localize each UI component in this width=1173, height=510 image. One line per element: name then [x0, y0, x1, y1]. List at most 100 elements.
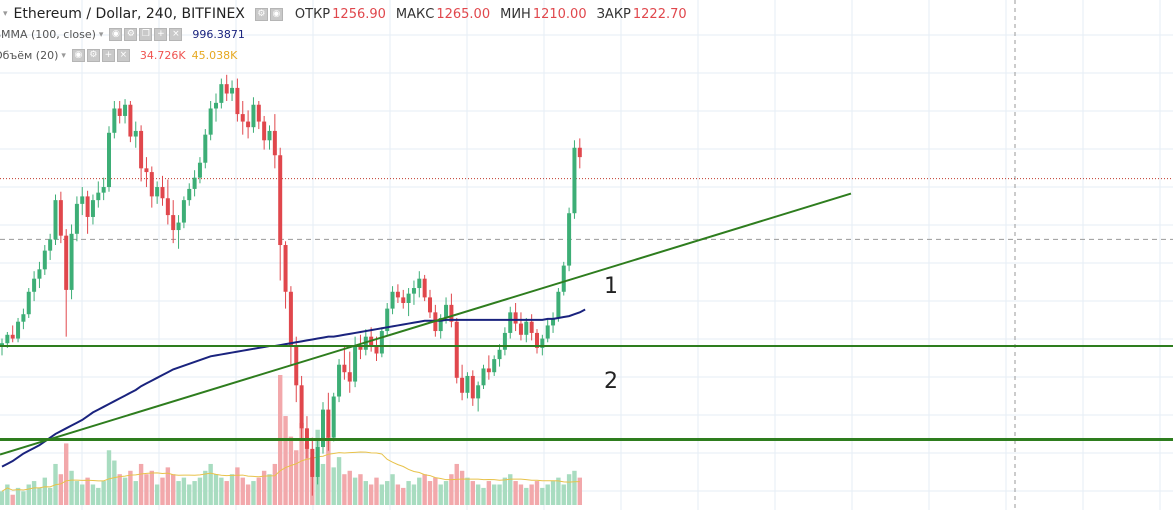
volume-bar: [513, 481, 518, 505]
volume-bar: [401, 487, 406, 505]
volume-bar: [481, 487, 486, 505]
candle-body: [411, 288, 416, 294]
candle-body: [513, 312, 518, 324]
volume-bar: [160, 477, 165, 505]
candle-body: [315, 447, 320, 477]
volume-bar: [326, 436, 331, 505]
volume-bar: [37, 487, 42, 505]
add-icon[interactable]: +: [154, 28, 168, 41]
chevron-down-icon[interactable]: ▾: [61, 50, 66, 61]
volume-bar: [379, 484, 385, 505]
candle-body: [101, 187, 106, 193]
ohlc-high-label: МАКС: [395, 6, 435, 22]
candle-body: [48, 239, 53, 251]
volume-bar: [240, 477, 245, 505]
candle-body: [347, 372, 352, 382]
volume-bar: [342, 474, 347, 505]
candle-body: [321, 409, 325, 448]
volume-bar: [251, 481, 256, 505]
volume-bar: [406, 481, 411, 505]
candle-body: [524, 321, 529, 335]
candle-body: [492, 359, 497, 373]
candle-body: [251, 104, 256, 128]
level-1-label: 1: [604, 274, 618, 299]
volume-bar: [197, 477, 203, 505]
candle-body: [294, 346, 299, 386]
volume-bar: [58, 474, 64, 505]
volume-bar: [208, 463, 213, 505]
candle-body: [508, 312, 513, 333]
eye-icon[interactable]: ◉: [269, 7, 283, 21]
candle-body: [96, 192, 101, 201]
volume-bar: [524, 487, 529, 505]
volume-bar: [331, 467, 336, 505]
volume-bar: [283, 416, 288, 505]
settings-icon[interactable]: ⚙: [86, 49, 100, 62]
candle-body: [310, 448, 315, 477]
candle-body: [545, 325, 550, 339]
chevron-icon[interactable]: ▾: [3, 9, 8, 19]
close-icon[interactable]: ×: [116, 49, 130, 62]
candle-body: [326, 409, 331, 438]
candle-body: [5, 334, 10, 344]
candle-body: [197, 162, 202, 178]
candle-body: [139, 130, 144, 169]
volume-bar: [534, 481, 540, 505]
add-icon[interactable]: +: [101, 49, 115, 62]
volume-bar: [320, 463, 326, 505]
candle-body: [219, 84, 224, 103]
candle-body: [32, 278, 37, 292]
volume-bar: [486, 481, 492, 505]
volume-bar: [47, 487, 53, 505]
ohlc-open-value: 1256.90: [332, 6, 386, 22]
candle-body: [572, 147, 577, 214]
eye-icon[interactable]: ◉: [71, 49, 85, 62]
volume-bar: [449, 474, 454, 505]
candle-body: [171, 215, 176, 231]
candle-body: [529, 321, 534, 333]
copy-icon[interactable]: ❐: [139, 28, 153, 41]
eye-icon[interactable]: ◉: [109, 28, 123, 41]
close-icon[interactable]: ×: [169, 28, 183, 41]
candle-body: [144, 168, 149, 173]
candle-body: [117, 108, 122, 116]
candle-body: [267, 130, 272, 141]
volume-bar: [390, 474, 395, 505]
candle-body: [80, 196, 85, 204]
volume-bar: [272, 463, 278, 505]
ohlc-open-label: ОТКР: [294, 6, 331, 22]
settings-icon[interactable]: ⚙: [124, 28, 138, 41]
symbol-title: Ethereum / Dollar, 240, BITFINEX: [13, 6, 245, 22]
smma-value: 996.3871: [192, 28, 245, 41]
volume-bar: [288, 436, 294, 505]
candle-body: [465, 375, 470, 393]
candle-body: [176, 222, 181, 231]
volume-bar: [497, 484, 502, 505]
candle-body: [42, 250, 47, 270]
candle-body: [497, 349, 502, 360]
candle-body: [214, 102, 218, 109]
volume-bar: [69, 470, 74, 505]
candle-body: [192, 177, 197, 189]
candle-body: [540, 338, 545, 348]
volume-bar: [518, 484, 524, 505]
volume-bar: [112, 460, 117, 505]
volume-bar: [556, 477, 561, 505]
candle-body: [10, 334, 15, 339]
candle-body: [577, 147, 582, 158]
candle-body: [385, 308, 390, 332]
candle-body: [203, 134, 208, 163]
volume-value: 34.726K: [139, 49, 186, 62]
candle-body: [123, 104, 128, 116]
candle-body: [64, 235, 69, 290]
volume-bar: [256, 477, 261, 505]
volume-bar: [245, 484, 251, 505]
settings-icon[interactable]: ⚙: [254, 7, 268, 21]
volume-bar: [154, 484, 160, 505]
chevron-down-icon[interactable]: ▾: [98, 29, 104, 40]
volume-bar: [122, 477, 128, 505]
candle-body: [240, 114, 245, 122]
volume-bar: [149, 470, 154, 505]
